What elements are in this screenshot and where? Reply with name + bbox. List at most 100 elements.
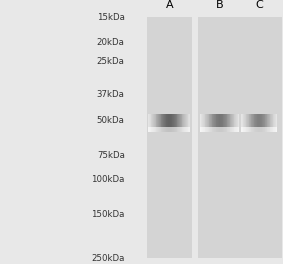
Bar (223, 114, 224, 127)
Bar (188, 127, 189, 132)
Bar (155, 114, 156, 127)
Bar (156, 127, 157, 132)
Bar (176, 114, 177, 127)
Text: B: B (216, 0, 224, 10)
Bar (184, 114, 185, 127)
Bar (151, 127, 152, 132)
Bar (235, 127, 236, 132)
Bar (257, 127, 258, 132)
Bar (189, 127, 190, 132)
Bar (222, 127, 223, 132)
Text: 37kDa: 37kDa (97, 90, 125, 99)
Bar (267, 114, 268, 127)
Bar (262, 127, 263, 132)
Bar (270, 114, 271, 127)
Bar (157, 127, 158, 132)
Bar (202, 127, 203, 132)
Bar (154, 114, 155, 127)
Bar (181, 127, 182, 132)
Bar (260, 127, 261, 132)
Bar (154, 127, 155, 132)
Bar (276, 114, 277, 127)
Bar (174, 114, 175, 127)
Bar (238, 114, 239, 127)
Bar (276, 127, 277, 132)
Bar (237, 17, 282, 258)
Bar (206, 114, 207, 127)
Bar (233, 127, 234, 132)
Bar (247, 114, 248, 127)
Bar (267, 127, 268, 132)
Bar (223, 114, 224, 127)
Bar (176, 127, 177, 132)
Bar (166, 114, 167, 127)
Bar (171, 114, 172, 127)
Bar (272, 127, 273, 132)
Bar (186, 127, 187, 132)
Bar (257, 127, 258, 132)
Bar (265, 127, 266, 132)
Bar (258, 114, 259, 127)
Bar (242, 127, 243, 132)
Bar (218, 114, 219, 127)
Bar (260, 114, 261, 127)
Bar (164, 114, 165, 127)
Bar (172, 127, 173, 132)
Bar (166, 114, 168, 127)
Bar (267, 127, 268, 132)
Bar (257, 114, 258, 127)
Bar (229, 114, 230, 127)
Bar (182, 114, 183, 127)
Bar (224, 114, 225, 127)
Bar (273, 114, 274, 127)
Bar (223, 127, 224, 132)
Bar (209, 127, 210, 132)
Bar (229, 127, 230, 132)
Bar (201, 127, 202, 132)
Bar (167, 127, 168, 132)
Bar (248, 114, 249, 127)
Bar (177, 114, 178, 127)
Bar (215, 114, 216, 127)
Bar (268, 114, 269, 127)
Bar (159, 127, 160, 132)
Bar (269, 127, 270, 132)
Bar (228, 127, 229, 132)
Bar (200, 114, 201, 127)
Bar (204, 114, 205, 127)
Bar (218, 127, 219, 132)
Bar (235, 114, 236, 127)
Bar (245, 114, 246, 127)
Bar (185, 114, 186, 127)
Bar (226, 127, 227, 132)
Bar (163, 114, 164, 127)
Bar (216, 127, 217, 132)
Bar (183, 127, 184, 132)
Bar (262, 114, 263, 127)
Bar (160, 127, 161, 132)
Bar (151, 114, 152, 127)
Bar (171, 114, 173, 127)
Bar (227, 114, 228, 127)
Bar (148, 114, 149, 127)
Bar (213, 127, 214, 132)
Bar (163, 127, 164, 132)
Bar (170, 127, 171, 132)
Bar (179, 114, 180, 127)
Bar (179, 127, 180, 132)
Bar (156, 114, 157, 127)
Bar (147, 17, 192, 258)
Bar (161, 114, 162, 127)
Bar (232, 127, 233, 132)
Bar (237, 127, 239, 132)
Bar (250, 114, 251, 127)
Bar (153, 114, 154, 127)
Bar (227, 127, 228, 132)
Bar (254, 114, 255, 127)
Bar (237, 114, 239, 127)
Text: C: C (255, 0, 263, 10)
Bar (247, 127, 248, 132)
Bar (150, 114, 151, 127)
Bar (212, 127, 213, 132)
Bar (200, 127, 201, 132)
